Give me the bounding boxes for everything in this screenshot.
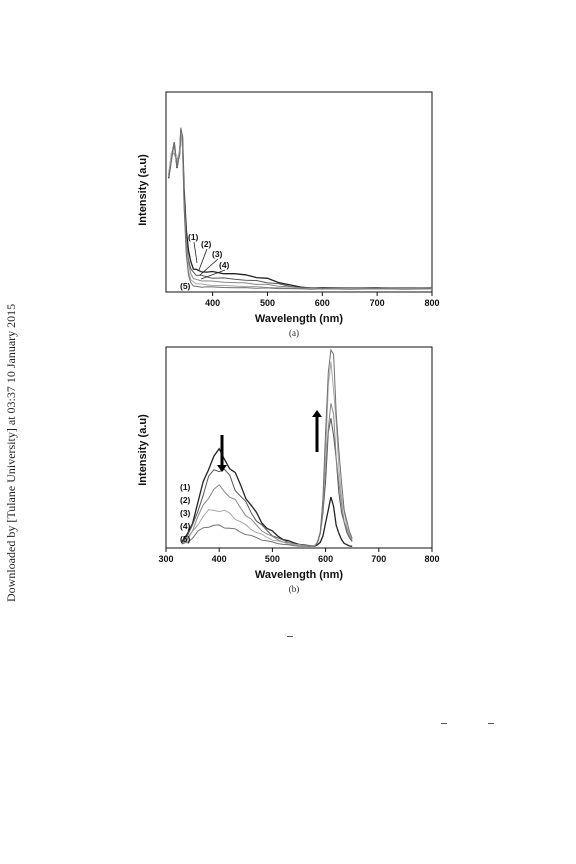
series-line-a-3 [168,129,433,290]
series-line-b-5 [181,348,353,547]
curve-label-b-4: (4) [180,521,191,531]
x-axis-title-a: Wavelength (nm) [255,313,344,325]
chart-panel-a: 400 500 600 700 800 (1)(2)(3)(4) (5) Wavelengt… [137,91,440,338]
download-watermark-text: Downloaded by [Tulane University] at 03:… [4,304,18,602]
x-tick-label-b: 600 [318,554,333,564]
curve-label-a-1: (1) [188,232,199,242]
arrow-up-icon [312,410,322,417]
y-axis-title-a: Intensity (a.u) [137,154,149,226]
panel-label-a: (a) [289,328,299,338]
series-line-a-2 [168,129,433,289]
x-axis-title-b: Wavelength (nm) [255,569,344,581]
panel-label-b: (b) [289,584,300,594]
x-tick-label-b: 400 [212,554,227,564]
x-tick-label-a: 700 [370,298,385,308]
series-line-b-3 [181,403,353,547]
plot-frame-b [165,346,433,549]
series-line-a-5 [168,127,433,290]
x-tick-label-a: 600 [315,298,330,308]
curve-leader-a-4 [200,269,226,280]
download-watermark: Downloaded by [Tulane University] at 03:… [4,304,18,602]
curve-label-a-3: (3) [212,249,223,259]
plot-area-a: 400 500 600 700 800 (1)(2)(3)(4) (5) [165,91,440,308]
plot-area-b: 300 400 500 600 700 800 (1) (2) (3) (4) (5) [158,346,440,564]
curve-label-b-1: (1) [180,482,191,492]
x-tick-label-a: 400 [205,298,220,308]
curve-label-a-4: (4) [219,260,230,270]
series-line-b-1 [181,447,353,547]
x-tick-label-b: 500 [265,554,280,564]
curve-label-b-5: (5) [180,534,191,544]
page-mark [488,723,494,724]
curve-leader-a-1 [193,241,198,264]
curve-label-a-5: (5) [180,281,191,291]
series-line-a-1 [168,131,433,289]
series-line-b-4 [181,361,353,547]
curve-leader-a-3 [199,258,219,276]
series-line-b-2 [181,418,353,547]
y-axis-title-b: Intensity (a.u) [137,414,149,486]
x-tick-label-a: 500 [260,298,275,308]
page-mark [287,636,293,637]
x-tick-label-a: 800 [424,298,439,308]
x-tick-label-b: 800 [424,554,439,564]
x-tick-label-b: 300 [158,554,173,564]
page-mark [441,723,447,724]
curve-label-a-2: (2) [201,239,212,249]
arrow-down-icon [217,465,227,472]
curve-label-b-2: (2) [180,495,191,505]
curve-label-b-3: (3) [180,508,191,518]
plot-frame-a [165,91,433,293]
curve-leader-a-2 [198,248,208,271]
x-tick-label-b: 700 [371,554,386,564]
chart-panel-b: 300 400 500 600 700 800 (1) (2) (3) (4) (5) Wavele… [137,346,440,594]
series-line-a-4 [168,131,433,290]
